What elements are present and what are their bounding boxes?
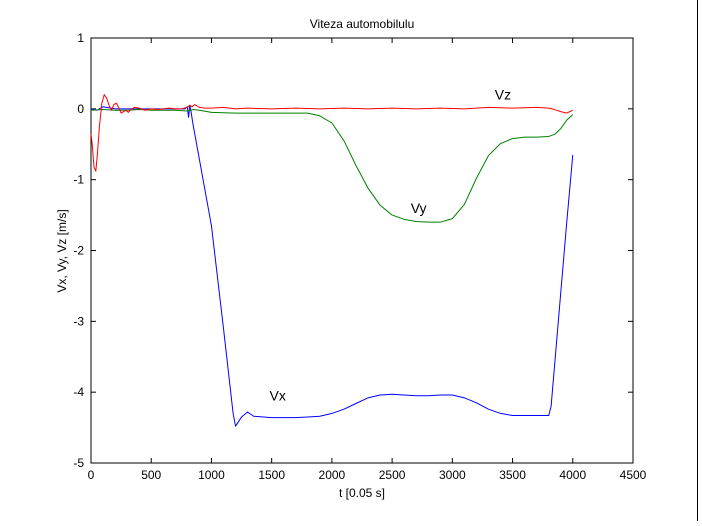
y-tick-label: 0 (77, 102, 84, 116)
x-axis-label: t [0.05 s] (339, 486, 385, 500)
series-line-vz (90, 94, 573, 172)
y-tick-label: -3 (73, 314, 84, 328)
series-label-vx: Vx (270, 388, 286, 404)
series-layer (90, 94, 574, 427)
chart-title: Viteza automobilulu (310, 17, 415, 31)
x-tick-label: 0 (88, 468, 95, 482)
window-edge-line (697, 0, 698, 521)
series-label-vy: Vy (411, 200, 427, 216)
series-line-vy (90, 109, 574, 223)
x-tick-label: 500 (141, 468, 161, 482)
x-tick-label: 1000 (198, 468, 225, 482)
y-tick-label: 1 (77, 31, 84, 45)
x-tick-label: 4000 (559, 468, 586, 482)
x-tick-label: 2500 (379, 468, 406, 482)
y-tick-label: -4 (73, 385, 84, 399)
x-tick-label: 3000 (439, 468, 466, 482)
series-label-vz: Vz (495, 87, 511, 103)
series-line-vx (90, 104, 574, 427)
y-tick-label: -2 (73, 244, 84, 258)
y-tick-label: -5 (73, 456, 84, 470)
x-tick-label: 1500 (258, 468, 285, 482)
x-tick-label: 4500 (620, 468, 647, 482)
x-tick-label: 2000 (319, 468, 346, 482)
y-axis-label: Vx, Vy, Vz [m/s] (55, 209, 69, 292)
y-tick-label: -1 (73, 173, 84, 187)
series-labels: Vx Vy Vz (270, 87, 512, 404)
axis-ticks: 0 500 1000 1500 2000 2500 3000 3500 4000 4500 1 0 -1… (73, 31, 646, 482)
x-tick-label: 3500 (499, 468, 526, 482)
